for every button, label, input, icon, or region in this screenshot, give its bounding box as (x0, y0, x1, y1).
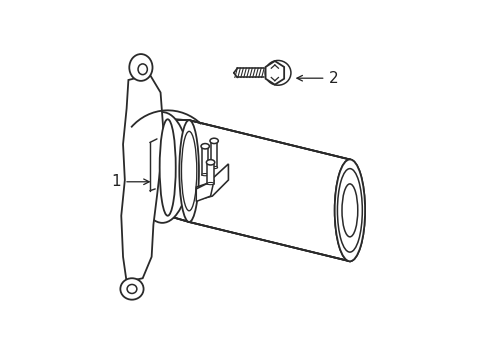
Ellipse shape (334, 159, 365, 261)
Ellipse shape (135, 112, 189, 223)
Ellipse shape (210, 166, 217, 168)
Ellipse shape (120, 278, 143, 300)
Polygon shape (196, 164, 228, 200)
Ellipse shape (129, 54, 152, 81)
Ellipse shape (160, 119, 175, 216)
Ellipse shape (337, 168, 362, 252)
Ellipse shape (341, 184, 357, 237)
Polygon shape (167, 119, 189, 222)
Ellipse shape (201, 174, 208, 176)
Ellipse shape (206, 159, 214, 165)
Polygon shape (121, 75, 164, 282)
Ellipse shape (264, 60, 290, 85)
Ellipse shape (201, 144, 209, 149)
Ellipse shape (127, 284, 137, 293)
Text: 2: 2 (296, 71, 337, 86)
Polygon shape (265, 61, 284, 85)
Ellipse shape (334, 159, 365, 261)
Polygon shape (202, 148, 208, 175)
Ellipse shape (179, 120, 199, 222)
Polygon shape (196, 180, 214, 202)
Polygon shape (207, 164, 213, 184)
Ellipse shape (341, 184, 357, 237)
Ellipse shape (138, 64, 147, 75)
Text: 1: 1 (111, 174, 149, 189)
Polygon shape (210, 143, 217, 167)
Ellipse shape (181, 131, 196, 211)
Polygon shape (189, 120, 349, 261)
Ellipse shape (209, 138, 218, 144)
Ellipse shape (206, 183, 214, 185)
Ellipse shape (337, 168, 362, 252)
